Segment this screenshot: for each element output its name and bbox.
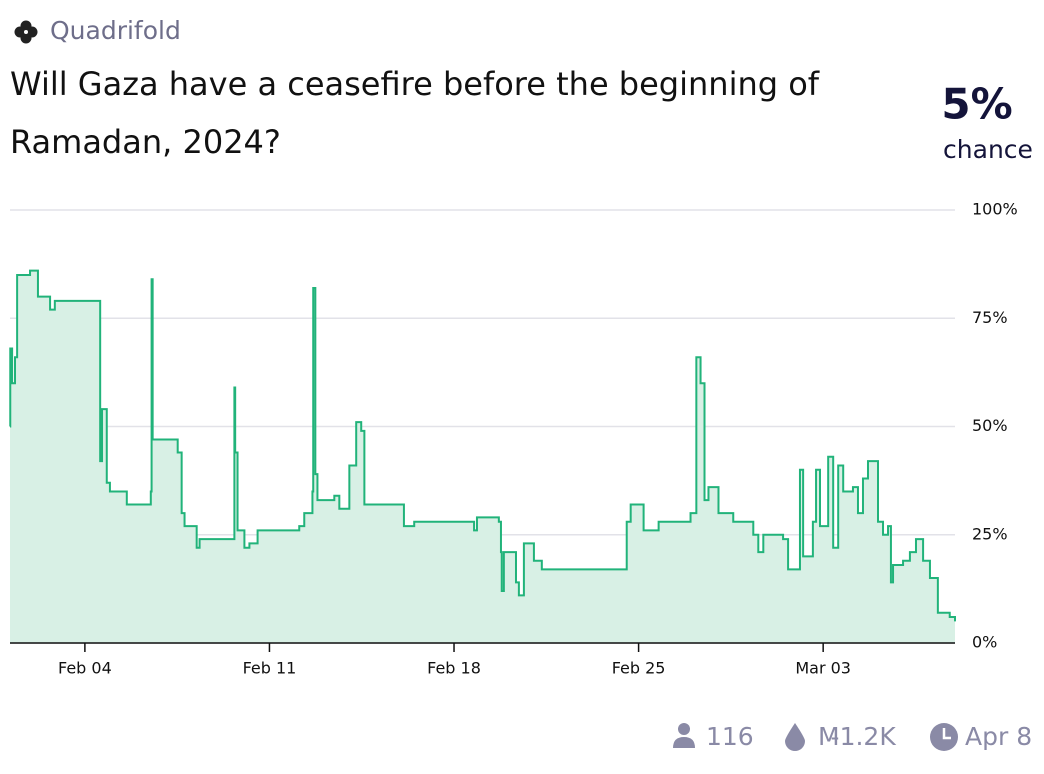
creator-icon xyxy=(14,20,38,44)
x-tick-label: Feb 04 xyxy=(58,659,112,678)
plot: 0% 25% 50% 75% 100% Feb 04 Feb 11 Feb 18 Feb 25 M… xyxy=(9,200,1018,678)
probability-label: chance xyxy=(943,135,1033,164)
x-tick-label: Mar 03 xyxy=(795,659,851,678)
y-tick-label: 75% xyxy=(972,308,1008,327)
traders-count: 116 xyxy=(706,722,754,751)
close-icon xyxy=(930,723,958,751)
y-tick-label: 0% xyxy=(972,633,997,652)
x-tick-label: Feb 11 xyxy=(243,659,297,678)
volume-icon xyxy=(785,723,805,751)
probability: 5% xyxy=(941,80,1012,129)
volume: M̵1.2K xyxy=(818,722,896,751)
market-title: Will Gaza have a ceasefire before the be… xyxy=(10,65,820,161)
line xyxy=(9,269,956,622)
y-tick-label: 100% xyxy=(972,200,1018,219)
x-tick-label: Feb 25 xyxy=(612,659,666,678)
creator-name[interactable]: Quadrifold xyxy=(50,16,181,45)
x-tick-label: Feb 18 xyxy=(427,659,481,678)
y-tick-label: 50% xyxy=(972,416,1008,435)
area xyxy=(10,270,955,643)
y-tick-label: 25% xyxy=(972,524,1008,543)
close-date: Apr 8 xyxy=(965,722,1032,751)
traders-icon xyxy=(673,723,695,748)
